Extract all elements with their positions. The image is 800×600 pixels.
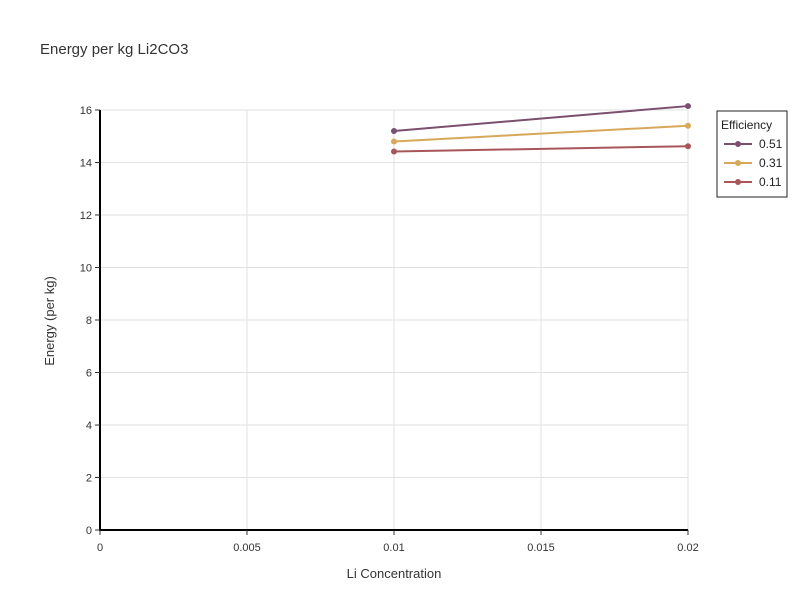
legend-title: Efficiency — [721, 118, 772, 132]
data-point — [685, 122, 691, 129]
x-tick-label: 0.005 — [233, 542, 261, 554]
y-axis-title: Energy (per kg) — [42, 276, 57, 366]
legend-swatch-marker — [735, 179, 741, 185]
grid — [100, 109, 689, 530]
x-axis-ticks: 0 0.005 0.01 0.015 0.02 — [97, 530, 699, 554]
legend-swatch-marker — [735, 141, 741, 147]
x-tick-label: 0.01 — [383, 542, 404, 554]
legend-label: 0.11 — [759, 175, 782, 189]
legend-item-0.11[interactable]: 0.11 — [724, 175, 782, 189]
x-tick-label: 0.02 — [677, 542, 698, 554]
y-axis-ticks: 0 2 4 6 8 10 12 14 16 — [80, 105, 100, 537]
legend-items[interactable]: 0.51 0.31 0.11 — [724, 137, 783, 189]
series-0.51 — [391, 103, 691, 134]
legend-label: 0.31 — [759, 156, 783, 170]
data-point — [391, 148, 397, 155]
y-tick-label: 10 — [80, 263, 92, 275]
data-point — [391, 138, 397, 145]
x-tick-label: 0.015 — [527, 542, 555, 554]
series-line — [393, 124, 689, 143]
legend-swatch-marker — [735, 160, 741, 166]
y-tick-label: 12 — [80, 210, 92, 222]
plot-area — [391, 103, 691, 155]
data-point — [391, 128, 397, 134]
legend-label: 0.51 — [759, 137, 783, 151]
y-tick-label: 4 — [86, 420, 92, 432]
data-point — [685, 143, 691, 150]
series-0.11 — [391, 143, 691, 155]
y-tick-label: 8 — [86, 315, 92, 327]
series-line — [393, 105, 689, 132]
y-tick-label: 6 — [86, 368, 92, 380]
legend-item-0.51[interactable]: 0.51 — [724, 137, 783, 151]
y-tick-label: 2 — [86, 473, 92, 485]
x-axis-title: Li Concentration — [347, 566, 442, 581]
series-line — [393, 145, 689, 153]
legend[interactable]: Efficiency 0.51 0.31 0.11 — [716, 110, 788, 198]
chart-title: Energy per kg Li2CO3 — [40, 41, 188, 58]
y-tick-label: 14 — [80, 158, 92, 170]
data-point — [685, 103, 691, 110]
y-tick-label: 16 — [80, 105, 92, 117]
x-tick-label: 0 — [97, 542, 103, 554]
y-tick-label: 0 — [86, 525, 92, 537]
legend-item-0.31[interactable]: 0.31 — [724, 156, 783, 170]
series-0.31 — [391, 122, 691, 145]
